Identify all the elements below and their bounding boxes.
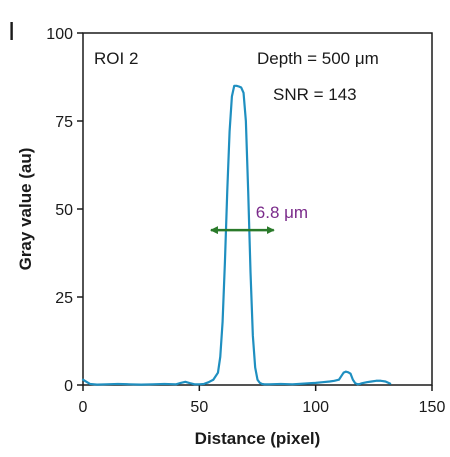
fwhm-annotation: 6.8 μm	[209, 203, 308, 235]
fwhm-label: 6.8 μm	[256, 203, 308, 222]
roi-label: ROI 2	[94, 49, 138, 68]
series-line-0	[81, 84, 392, 386]
x-tick-label: 50	[190, 399, 208, 416]
y-tick-label: 100	[46, 26, 73, 43]
x-tick-label: 100	[302, 399, 329, 416]
x-axis-title: Distance (pixel)	[195, 429, 321, 448]
snr-label: SNR = 143	[273, 85, 357, 104]
x-tick-label: 150	[419, 399, 446, 416]
x-axis: 0 50 100 150	[79, 385, 446, 416]
y-tick-label: 50	[55, 202, 73, 219]
y-tick-label: 75	[55, 114, 73, 131]
y-tick-label: 25	[55, 290, 73, 307]
y-axis: 0 25 50 75 100	[46, 26, 83, 395]
series-layer	[81, 84, 392, 386]
y-axis-title: Gray value (au)	[16, 148, 35, 271]
x-tick-label: 0	[79, 399, 88, 416]
panel-label: I	[8, 16, 15, 46]
y-tick-label: 0	[64, 378, 73, 395]
depth-label: Depth = 500 μm	[257, 49, 379, 68]
